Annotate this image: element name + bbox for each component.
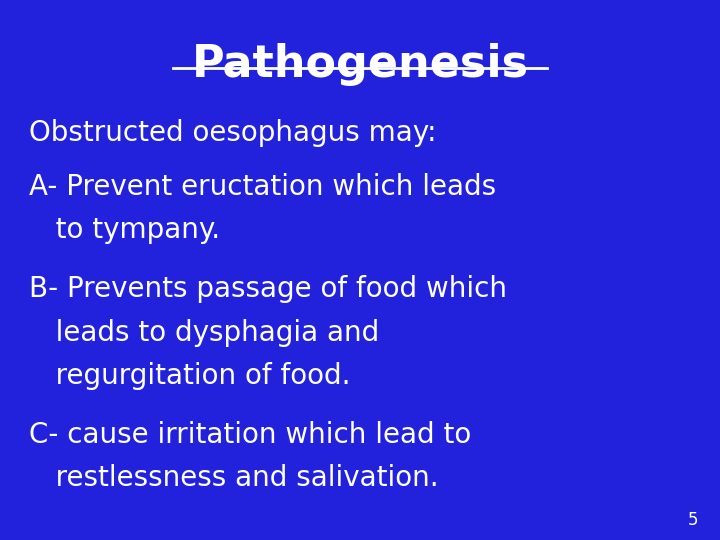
Text: 5: 5	[688, 511, 698, 529]
Text: A- Prevent eructation which leads: A- Prevent eructation which leads	[29, 173, 496, 201]
Text: regurgitation of food.: regurgitation of food.	[29, 362, 351, 390]
Text: B- Prevents passage of food which: B- Prevents passage of food which	[29, 275, 507, 303]
Text: Obstructed oesophagus may:: Obstructed oesophagus may:	[29, 119, 436, 147]
Text: to tympany.: to tympany.	[29, 216, 220, 244]
Text: C- cause irritation which lead to: C- cause irritation which lead to	[29, 421, 471, 449]
Text: restlessness and salivation.: restlessness and salivation.	[29, 464, 438, 492]
Text: leads to dysphagia and: leads to dysphagia and	[29, 319, 379, 347]
Text: Pathogenesis: Pathogenesis	[192, 43, 528, 86]
